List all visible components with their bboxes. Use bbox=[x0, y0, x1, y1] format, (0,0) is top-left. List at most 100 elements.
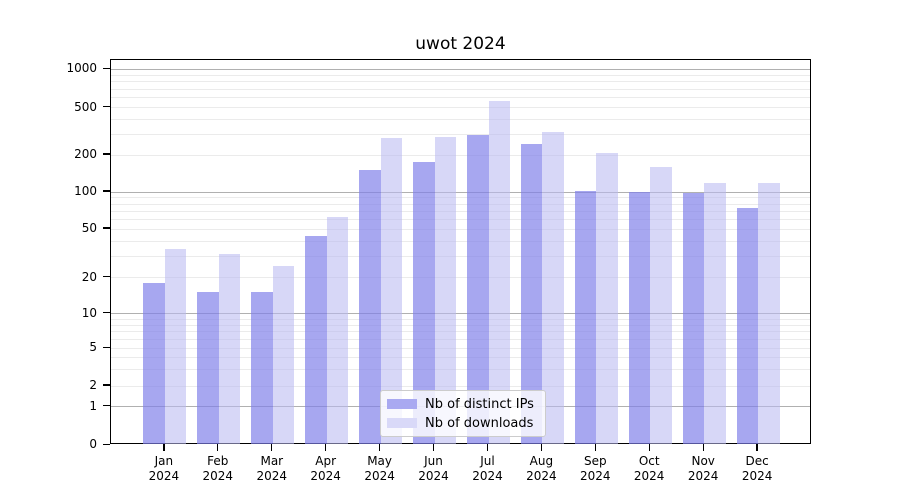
y-tick-label: 5 bbox=[89, 340, 97, 355]
gridline-minor bbox=[111, 324, 810, 326]
gridline-minor bbox=[111, 81, 810, 83]
plot-area: Nb of distinct IPs Nb of downloads bbox=[110, 59, 811, 444]
x-tick-mark bbox=[540, 444, 543, 452]
y-tick-mark bbox=[103, 384, 110, 386]
y-tick-label: 100 bbox=[74, 184, 97, 198]
x-tick-label: Jan 2024 bbox=[148, 454, 180, 483]
x-tick-label: Feb 2024 bbox=[202, 454, 234, 483]
bar-distinct-ips-dec bbox=[736, 207, 759, 444]
gridline-minor bbox=[111, 385, 810, 387]
gridline-major bbox=[111, 191, 810, 193]
x-tick-mark bbox=[432, 444, 435, 452]
x-tick-label: Nov 2024 bbox=[687, 454, 719, 483]
y-tick-label: 20 bbox=[81, 269, 97, 284]
gridline-minor bbox=[111, 203, 810, 205]
bar-downloads-jul bbox=[488, 101, 510, 444]
gridline-minor bbox=[111, 348, 810, 349]
y-tick-label: 50 bbox=[81, 221, 97, 235]
y-tick-mark bbox=[103, 153, 110, 155]
gridline-minor bbox=[111, 88, 810, 90]
bar-distinct-ips-aug bbox=[520, 143, 543, 444]
gridline-minor bbox=[111, 318, 810, 320]
x-tick-label: Jun 2024 bbox=[418, 454, 449, 483]
gridline-minor bbox=[111, 228, 810, 230]
x-tick-label: Apr 2024 bbox=[310, 454, 341, 483]
bar-distinct-ips-mar bbox=[251, 292, 273, 444]
y-tick-label: 1000 bbox=[66, 61, 97, 76]
bar-distinct-ips-apr bbox=[305, 235, 327, 444]
gridline-minor bbox=[111, 133, 810, 135]
legend-item-downloads: Nb of downloads bbox=[387, 416, 539, 431]
gridline-minor bbox=[111, 118, 810, 120]
bar-downloads-may bbox=[380, 138, 403, 444]
y-tick-label: 2 bbox=[89, 378, 97, 392]
bar-distinct-ips-may bbox=[359, 170, 381, 444]
x-tick-mark bbox=[217, 444, 219, 452]
x-tick-label: Aug 2024 bbox=[526, 454, 557, 483]
legend: Nb of distinct IPs Nb of downloads bbox=[380, 390, 546, 437]
y-tick-mark bbox=[103, 346, 110, 348]
gridline-minor bbox=[111, 219, 810, 220]
x-tick-label: Dec 2024 bbox=[741, 454, 773, 483]
gridline-minor bbox=[111, 154, 810, 156]
x-tick-mark bbox=[486, 444, 489, 452]
x-tick-mark bbox=[163, 444, 165, 452]
gridline-minor bbox=[111, 97, 810, 99]
legend-item-distinct-ips: Nb of distinct IPs bbox=[387, 397, 539, 412]
legend-label-distinct-ips: Nb of distinct IPs bbox=[425, 396, 534, 412]
y-tick-mark bbox=[103, 405, 110, 407]
bar-downloads-dec bbox=[758, 182, 780, 444]
legend-label-downloads: Nb of downloads bbox=[425, 415, 534, 431]
gridline-minor bbox=[111, 210, 810, 212]
y-tick-mark bbox=[103, 106, 110, 108]
bar-downloads-jan bbox=[164, 249, 187, 444]
x-tick-mark bbox=[702, 444, 704, 452]
gridline-minor bbox=[111, 255, 810, 257]
y-tick-mark bbox=[103, 190, 110, 192]
x-tick-mark bbox=[594, 444, 596, 452]
x-tick-label: Mar 2024 bbox=[256, 454, 288, 483]
gridline-minor bbox=[111, 197, 810, 199]
bar-downloads-sep bbox=[596, 152, 618, 444]
y-tick-mark bbox=[103, 443, 110, 445]
x-tick-mark bbox=[378, 444, 381, 452]
gridline-minor bbox=[111, 331, 810, 333]
bar-downloads-feb bbox=[218, 254, 241, 444]
bar-distinct-ips-feb bbox=[197, 292, 219, 444]
bar-distinct-ips-jul bbox=[467, 134, 489, 444]
bar-downloads-oct bbox=[650, 166, 672, 444]
gridline-minor bbox=[111, 74, 810, 76]
y-tick-label: 500 bbox=[74, 99, 97, 114]
bar-downloads-aug bbox=[542, 132, 564, 444]
y-tick-mark bbox=[103, 312, 110, 314]
bar-downloads-nov bbox=[704, 182, 726, 444]
y-tick-mark bbox=[103, 227, 110, 229]
gridline-minor bbox=[111, 240, 810, 242]
gridline-minor bbox=[111, 357, 810, 359]
x-tick-label: May 2024 bbox=[364, 454, 395, 483]
bar-distinct-ips-oct bbox=[628, 191, 651, 444]
x-tick-mark bbox=[271, 444, 273, 452]
bar-distinct-ips-jan bbox=[143, 282, 165, 444]
gridline-minor bbox=[111, 369, 810, 370]
y-tick-label: 0 bbox=[89, 437, 97, 452]
x-tick-mark bbox=[648, 444, 650, 452]
x-tick-label: Jul 2024 bbox=[472, 454, 503, 483]
y-tick-label: 200 bbox=[74, 147, 97, 161]
y-tick-label: 10 bbox=[81, 305, 97, 320]
bar-distinct-ips-jun bbox=[413, 161, 435, 444]
gridline-minor bbox=[111, 338, 810, 340]
x-tick-label: Oct 2024 bbox=[633, 454, 665, 483]
gridline-major bbox=[111, 313, 810, 315]
y-tick-mark bbox=[103, 276, 110, 278]
chart-title: uwot 2024 bbox=[415, 34, 506, 54]
gridline-minor bbox=[111, 277, 810, 279]
legend-swatch-distinct-ips bbox=[387, 399, 417, 409]
bar-downloads-jun bbox=[434, 137, 456, 444]
bar-downloads-apr bbox=[326, 217, 349, 444]
bar-distinct-ips-nov bbox=[682, 192, 705, 444]
bar-distinct-ips-sep bbox=[574, 191, 597, 444]
x-tick-label: Sep 2024 bbox=[580, 454, 611, 483]
legend-swatch-downloads bbox=[387, 418, 417, 428]
